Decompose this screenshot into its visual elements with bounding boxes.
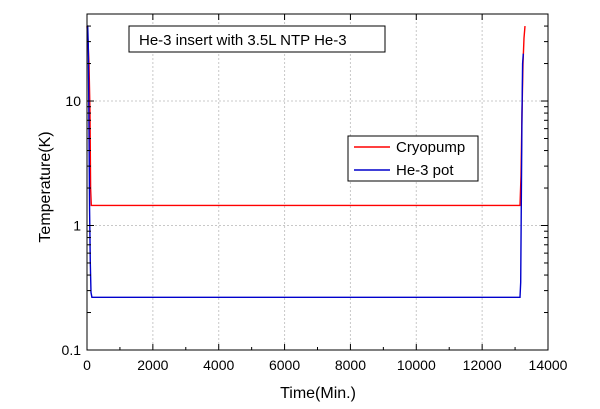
legend-label-cryopump: Cryopump (396, 139, 465, 156)
annotation-box: He-3 insert with 3.5L NTP He-3 (128, 25, 386, 53)
x-tick-label: 8000 (335, 357, 366, 373)
annotation-text: He-3 insert with 3.5L NTP He-3 (139, 32, 347, 49)
x-axis-label: Time(Min.) (280, 385, 356, 402)
series-line-1 (87, 25, 524, 298)
x-tick-label: 2000 (137, 357, 168, 373)
plot-frame (86, 13, 549, 351)
y-axis-label: Temperature(K) (37, 131, 54, 242)
x-tick-label: 0 (83, 357, 91, 373)
annotation-frame (128, 25, 386, 53)
x-tick-label: 10000 (397, 357, 436, 373)
y-tick-label: 1 (73, 218, 81, 234)
y-tick-label: 10 (65, 93, 81, 109)
grid-layer (87, 14, 548, 350)
legend-label-he3-pot: He-3 pot (396, 162, 454, 179)
series-layer (86, 25, 526, 298)
legend-frame (347, 135, 479, 182)
tick-layer: 0 2000 4000 6000 8000 10000 12000 14000 0.1 1 10 (62, 13, 568, 373)
x-tick-label: 12000 (463, 357, 502, 373)
x-tick-label: 6000 (269, 357, 300, 373)
y-tick-label: 0.1 (62, 342, 82, 358)
legend: Cryopump He-3 pot (347, 135, 479, 182)
x-tick-label: 14000 (529, 357, 568, 373)
x-tick-label: 4000 (203, 357, 234, 373)
